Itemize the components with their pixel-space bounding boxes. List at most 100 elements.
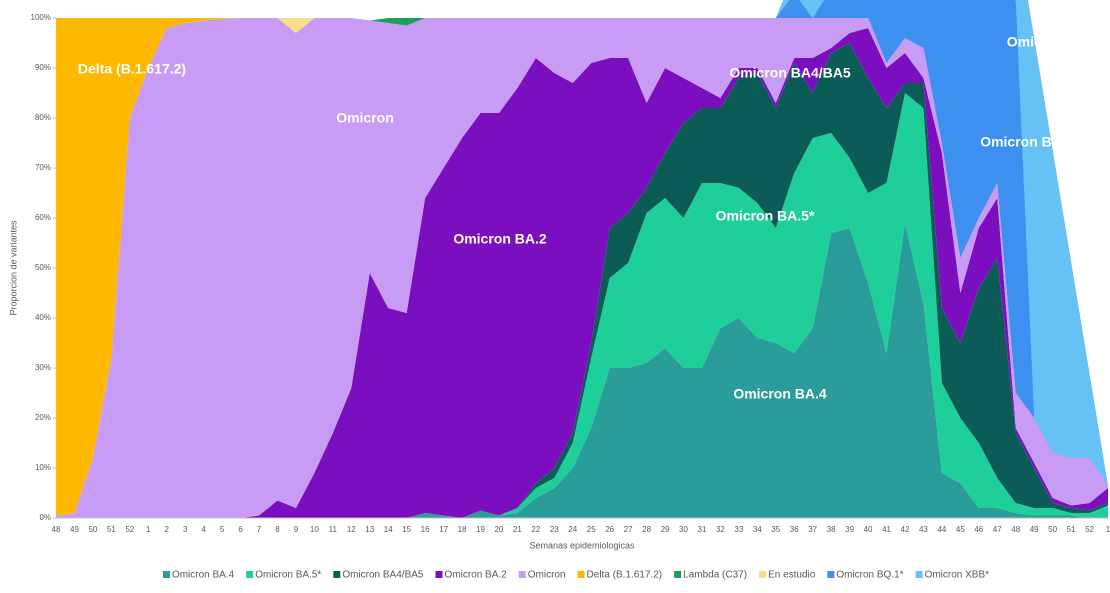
x-tick-label: 36	[790, 525, 799, 534]
area	[56, 18, 1108, 518]
legend-swatch	[915, 571, 923, 578]
x-tick-label: 38	[827, 525, 836, 534]
x-tick-label: 51	[1067, 525, 1076, 534]
y-tick-label: 60%	[35, 213, 51, 222]
area	[56, 93, 1108, 518]
y-tick-label: 30%	[35, 363, 51, 372]
x-tick-label: 4	[201, 525, 206, 534]
y-tick-label: 50%	[35, 263, 51, 272]
x-tick-label: 1	[146, 525, 151, 534]
x-tick-label: 50	[1048, 525, 1057, 534]
area	[56, 28, 1108, 518]
x-tick-label: 40	[864, 525, 873, 534]
legend-label: Omicron BA.4	[172, 570, 235, 581]
x-tick-label: 32	[716, 525, 725, 534]
legend-label: En estudio	[768, 570, 816, 581]
x-tick-label: 30	[679, 525, 688, 534]
x-tick-label: 31	[698, 525, 707, 534]
area	[56, 223, 1108, 518]
annotation: Omicron BQ.1*	[980, 134, 1080, 150]
legend-label: Omicron BA.2	[444, 570, 507, 581]
annotation: Omicron BA.2	[453, 231, 547, 247]
legend-label: Lambda (C37)	[683, 570, 747, 581]
x-tick-label: 28	[642, 525, 651, 534]
x-tick-label: 7	[257, 525, 262, 534]
legend-swatch	[577, 571, 585, 578]
x-tick-label: 44	[937, 525, 946, 534]
x-tick-label: 9	[294, 525, 299, 534]
x-tick-label: 13	[365, 525, 374, 534]
x-tick-label: 41	[882, 525, 891, 534]
y-tick-label: 100%	[31, 13, 51, 22]
x-tick-label: 34	[753, 525, 762, 534]
x-tick-label: 48	[1011, 525, 1020, 534]
y-axis-label: Proporcion de variantes	[8, 220, 18, 316]
y-tick-label: 0%	[39, 513, 51, 522]
area	[56, 0, 1108, 486]
x-tick-label: 17	[439, 525, 448, 534]
x-tick-label: 45	[956, 525, 965, 534]
y-tick-label: 90%	[35, 63, 51, 72]
x-tick-label: 16	[421, 525, 430, 534]
x-tick-label: 47	[993, 525, 1002, 534]
y-tick-label: 10%	[35, 463, 51, 472]
x-tick-label: 18	[458, 525, 467, 534]
legend-label: Omicron BA4/BA5	[342, 570, 424, 581]
x-tick-label: 26	[605, 525, 614, 534]
x-tick-label: 14	[384, 525, 393, 534]
x-tick-label: 10	[310, 525, 319, 534]
x-tick-label: 21	[513, 525, 522, 534]
y-tick-label: 80%	[35, 113, 51, 122]
annotation: Omicron XBB*	[1007, 34, 1104, 50]
x-tick-label: 52	[1085, 525, 1094, 534]
legend-label: Omicron	[528, 570, 566, 581]
x-tick-label: 49	[70, 525, 79, 534]
legend-swatch	[518, 571, 526, 578]
legend-label: Delta (B.1.617.2)	[587, 570, 663, 581]
x-tick-label: 24	[568, 525, 577, 534]
x-tick-label: 52	[125, 525, 134, 534]
x-tick-label: 8	[275, 525, 280, 534]
x-tick-label: 19	[476, 525, 485, 534]
legend-swatch	[435, 571, 443, 578]
legend-swatch	[759, 571, 767, 578]
legend-swatch	[162, 571, 170, 578]
legend-label: Omicron BQ.1*	[836, 570, 903, 581]
x-tick-label: 43	[919, 525, 928, 534]
annotation: Delta (B.1.617.2)	[78, 61, 186, 77]
y-tick-label: 70%	[35, 163, 51, 172]
y-tick-label: 20%	[35, 413, 51, 422]
legend-swatch	[827, 571, 835, 578]
x-tick-label: 33	[734, 525, 743, 534]
legend-label: Omicron BA.5*	[255, 570, 321, 581]
x-tick-label: 6	[238, 525, 243, 534]
x-tick-label: 15	[402, 525, 411, 534]
legend-swatch	[246, 571, 254, 578]
legend-swatch	[674, 571, 682, 578]
x-tick-label: 51	[107, 525, 116, 534]
x-tick-label: 23	[550, 525, 559, 534]
y-tick-label: 40%	[35, 313, 51, 322]
annotation: Omicron BA.4	[733, 386, 827, 402]
x-tick-label: 29	[661, 525, 670, 534]
x-tick-label: 42	[901, 525, 910, 534]
x-tick-label: 25	[587, 525, 596, 534]
x-tick-label: 49	[1030, 525, 1039, 534]
x-tick-label: 3	[183, 525, 188, 534]
annotation: Omicron	[336, 110, 394, 126]
x-tick-label: 20	[494, 525, 503, 534]
x-tick-label: 50	[88, 525, 97, 534]
legend-label: Omicron XBB*	[925, 570, 990, 581]
annotation: Omicron BA4/BA5	[729, 65, 851, 81]
annotation: Omicron BA.5*	[716, 208, 815, 224]
legend-swatch	[333, 571, 341, 578]
x-tick-label: 12	[347, 525, 356, 534]
x-tick-label: 11	[329, 525, 338, 534]
x-tick-label: 48	[52, 525, 61, 534]
x-tick-label: 5	[220, 525, 225, 534]
x-tick-label: 2	[165, 525, 170, 534]
x-tick-label: 27	[624, 525, 633, 534]
x-tick-label: 39	[845, 525, 854, 534]
